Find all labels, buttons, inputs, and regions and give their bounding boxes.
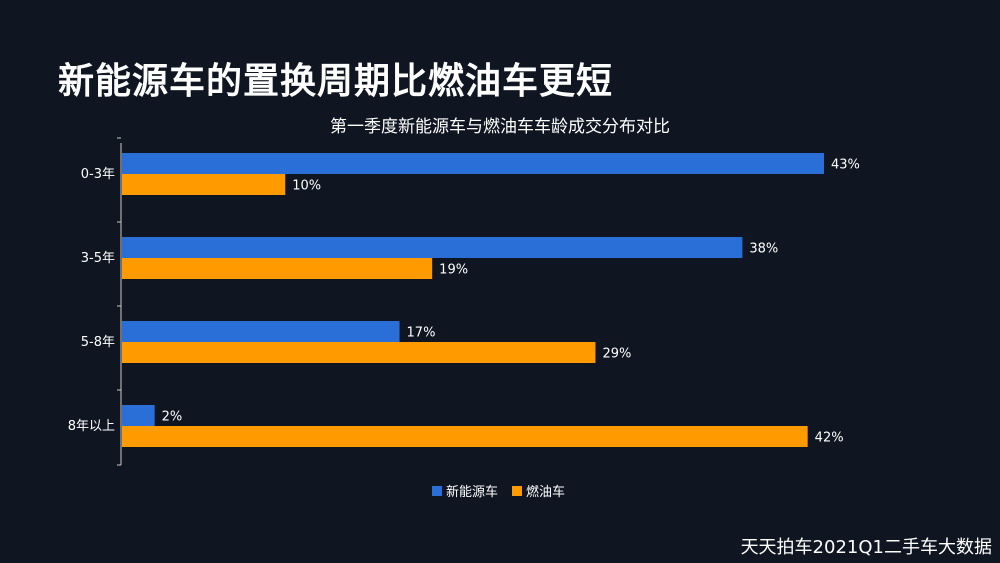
data-label: 17% [407,326,436,341]
bar-nev [122,237,743,258]
data-label: 2% [162,410,183,425]
bar-fuel [122,174,286,195]
category-label: 3-5年 [81,251,115,266]
data-label: 29% [602,347,631,362]
legend-label: 新能源车 [446,484,498,500]
legend-swatch [512,486,522,496]
bar-nev [122,321,400,342]
bar-fuel [122,426,808,447]
category-label: 5-8年 [81,335,115,350]
legend-swatch [432,486,442,496]
legend-label: 燃油车 [526,484,565,500]
data-label: 10% [292,179,321,194]
data-label: 43% [831,158,860,173]
source-note: 天天拍车2021Q1二手车大数据 [740,537,992,558]
category-label: 8年以上 [68,419,115,434]
data-label: 42% [815,431,844,446]
bar-nev [122,153,824,174]
bar-fuel [122,342,596,363]
data-label: 38% [749,242,778,257]
chart-title: 第一季度新能源车与燃油车车龄成交分布对比 [330,117,670,137]
page-title: 新能源车的置换周期比燃油车更短 [58,61,614,102]
category-label: 0-3年 [81,167,115,182]
data-label: 19% [439,263,468,278]
bar-nev [122,405,155,426]
bar-fuel [122,258,433,279]
